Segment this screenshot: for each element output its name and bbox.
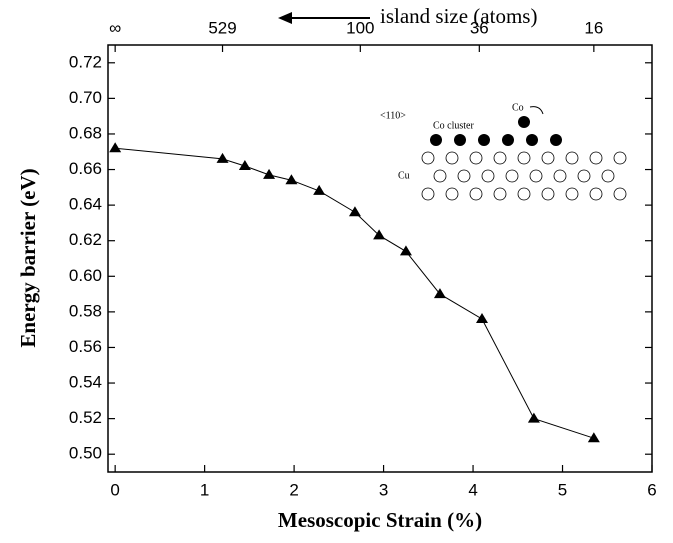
data-point bbox=[373, 229, 386, 240]
plot-frame bbox=[107, 44, 653, 473]
y-tick-label: 0.58 bbox=[69, 301, 102, 320]
cu-atom bbox=[505, 169, 519, 183]
cu-atom bbox=[469, 151, 483, 165]
top-axis-label: island size (atoms) bbox=[380, 4, 537, 28]
x-tick-label: 2 bbox=[289, 480, 298, 499]
x-tick-label: 3 bbox=[379, 480, 388, 499]
x2-tick-label: 100 bbox=[346, 18, 374, 37]
cu-atom bbox=[445, 151, 459, 165]
y-tick-label: 0.52 bbox=[69, 408, 102, 427]
cu-atom bbox=[601, 169, 615, 183]
data-point bbox=[433, 288, 446, 299]
co-cluster-atom bbox=[430, 134, 442, 146]
data-point bbox=[109, 142, 122, 153]
y-tick-label: 0.62 bbox=[69, 230, 102, 249]
cu-atom bbox=[577, 169, 591, 183]
x2-tick-label: 36 bbox=[470, 18, 489, 37]
data-point bbox=[313, 184, 326, 195]
inset-label: Cu bbox=[398, 170, 410, 181]
cu-atom bbox=[493, 151, 507, 165]
cu-atom bbox=[433, 169, 447, 183]
co-cluster-atom bbox=[454, 134, 466, 146]
y-tick-label: 0.54 bbox=[69, 373, 102, 392]
x2-tick-label: 529 bbox=[208, 18, 236, 37]
cu-atom bbox=[517, 187, 531, 201]
y-tick-label: 0.72 bbox=[69, 52, 102, 71]
atoms bbox=[421, 134, 627, 201]
x-tick-label: 4 bbox=[468, 480, 477, 499]
cu-atom bbox=[445, 187, 459, 201]
co-cluster-atom bbox=[526, 134, 538, 146]
series-line bbox=[115, 147, 594, 439]
co-cluster-atom bbox=[502, 134, 514, 146]
inset-arrow bbox=[529, 106, 544, 115]
x-tick-label: 1 bbox=[200, 480, 209, 499]
x-tick-label: 0 bbox=[110, 480, 119, 499]
cu-atom bbox=[565, 187, 579, 201]
cu-atom bbox=[565, 151, 579, 165]
y-tick-label: 0.50 bbox=[69, 444, 102, 463]
data-point bbox=[476, 312, 488, 323]
data-point bbox=[285, 174, 298, 185]
inset: <110> Co Co cluster Cu bbox=[380, 102, 627, 201]
x2-tick-label: ∞ bbox=[109, 18, 121, 37]
y-tick-label: 0.70 bbox=[69, 88, 102, 107]
cu-atom bbox=[541, 151, 555, 165]
arrow-head bbox=[278, 12, 292, 24]
x2-tick-label: 16 bbox=[584, 18, 603, 37]
y-tick-label: 0.60 bbox=[69, 266, 102, 285]
cu-atom bbox=[457, 169, 471, 183]
data-point bbox=[587, 432, 600, 443]
cu-atom bbox=[589, 151, 603, 165]
inset-label: <110> bbox=[380, 110, 406, 121]
cu-atom bbox=[613, 151, 627, 165]
x-tick-label: 6 bbox=[647, 480, 656, 499]
co-cluster-atom bbox=[550, 134, 562, 146]
cu-atom bbox=[469, 187, 483, 201]
y-tick-label: 0.56 bbox=[69, 337, 102, 356]
data-point bbox=[527, 412, 540, 423]
y-tick-label: 0.68 bbox=[69, 123, 102, 142]
cu-atom bbox=[421, 187, 435, 201]
x-tick-label: 5 bbox=[558, 480, 567, 499]
cu-atom bbox=[541, 187, 555, 201]
data-point bbox=[399, 245, 412, 256]
cu-atom bbox=[517, 151, 531, 165]
data-point bbox=[238, 159, 251, 170]
y-tick-label: 0.66 bbox=[69, 159, 102, 178]
y-tick-label: 0.64 bbox=[69, 195, 102, 214]
x-axis-label: Mesoscopic Strain (%) bbox=[278, 508, 482, 532]
co-cluster-atom bbox=[478, 134, 490, 146]
co-atom bbox=[518, 116, 530, 128]
cu-atom bbox=[421, 151, 435, 165]
cu-atom bbox=[553, 169, 567, 183]
data-point bbox=[263, 168, 276, 179]
cu-atom bbox=[493, 187, 507, 201]
cu-atom bbox=[481, 169, 495, 183]
data-point bbox=[348, 206, 361, 217]
cu-atom bbox=[613, 187, 627, 201]
y-axis-label: Energy barrier (eV) bbox=[16, 168, 40, 347]
cu-atom bbox=[529, 169, 543, 183]
data-point bbox=[216, 152, 229, 163]
cu-atom bbox=[589, 187, 603, 201]
inset-label: Co bbox=[512, 102, 524, 113]
inset-label: Co cluster bbox=[433, 120, 474, 131]
